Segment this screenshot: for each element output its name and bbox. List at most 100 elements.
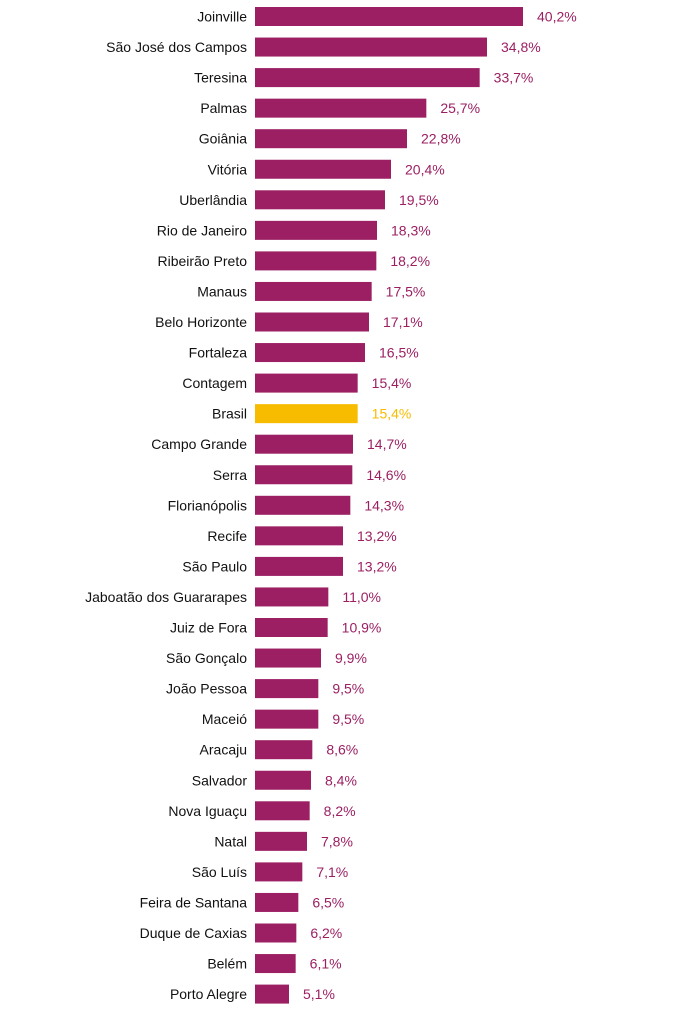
bar	[255, 434, 353, 454]
bars-layer: Joinville 40,2% São José dos Campos 34,8% Te…	[85, 7, 577, 1004]
bar-row: Uberlândia 19,5%	[179, 190, 439, 210]
value-label: 18,2%	[390, 253, 430, 269]
bar-row: Recife 13,2%	[207, 526, 397, 546]
bar	[255, 709, 319, 729]
bar	[255, 801, 310, 821]
value-label: 14,6%	[366, 467, 406, 483]
bar-row: Brasil 15,4%	[212, 404, 411, 424]
bar-row: São Luís 7,1%	[192, 862, 348, 882]
bar	[255, 556, 343, 576]
bar-row: Juiz de Fora 10,9%	[170, 618, 381, 637]
category-label: Serra	[213, 467, 247, 483]
category-label: Belo Horizonte	[155, 314, 247, 330]
bar-row: Contagem 15,4%	[182, 373, 411, 393]
value-label: 11,0%	[342, 589, 381, 605]
bar-row: Campo Grande 14,7%	[151, 434, 407, 454]
value-label: 16,5%	[379, 345, 419, 361]
bar	[255, 465, 353, 485]
bar	[255, 526, 343, 546]
category-label: Uberlândia	[179, 192, 247, 208]
bar-row: São Paulo 13,2%	[182, 556, 397, 576]
bar-highlight	[255, 404, 358, 424]
bar	[255, 159, 391, 179]
bar	[255, 373, 358, 393]
bar-row: Belo Horizonte 17,1%	[155, 312, 423, 332]
value-label: 34,8%	[501, 39, 541, 55]
value-label: 5,1%	[303, 986, 335, 1002]
bar-row: Vitória 20,4%	[208, 159, 445, 179]
category-label: Jaboatão dos Guararapes	[85, 589, 247, 605]
value-label: 18,3%	[391, 222, 431, 238]
value-label: 13,2%	[357, 528, 397, 544]
bar-row: Nova Iguaçu 8,2%	[168, 801, 356, 821]
value-label: 22,8%	[421, 131, 461, 147]
value-label: 40,2%	[537, 9, 577, 25]
bar-row: Natal 7,8%	[214, 831, 353, 851]
category-label: Vitória	[208, 161, 248, 177]
value-label: 6,2%	[310, 925, 342, 941]
category-label: Joinville	[197, 9, 247, 25]
category-label: Nova Iguaçu	[168, 803, 247, 819]
bar-row: Rio de Janeiro 18,3%	[157, 220, 431, 240]
category-label: Palmas	[200, 100, 247, 116]
category-label: João Pessoa	[166, 681, 247, 697]
category-label: Ribeirão Preto	[158, 253, 248, 269]
category-label: Feira de Santana	[140, 894, 248, 910]
bar-row: Goiânia 22,8%	[199, 129, 461, 149]
value-label: 8,6%	[326, 742, 358, 758]
value-label: 20,4%	[405, 161, 445, 177]
category-label: Aracaju	[200, 742, 247, 758]
category-label: Belém	[207, 956, 247, 972]
bar	[255, 954, 296, 974]
bar	[255, 68, 480, 88]
value-label: 9,9%	[335, 650, 367, 666]
value-label: 7,1%	[316, 864, 348, 880]
value-label: 7,8%	[321, 833, 353, 849]
category-label: Porto Alegre	[170, 986, 247, 1002]
category-label: Teresina	[194, 70, 247, 86]
value-label: 17,1%	[383, 314, 423, 330]
bar	[255, 281, 372, 301]
bar-row: Serra 14,6%	[213, 465, 406, 485]
bar-row: Belém 6,1%	[207, 954, 342, 974]
category-label: São Paulo	[182, 558, 247, 574]
bar	[255, 220, 377, 240]
bar	[255, 129, 407, 149]
bar-row: Feira de Santana 6,5%	[140, 892, 344, 912]
category-label: Fortaleza	[189, 345, 248, 361]
value-label: 6,5%	[312, 894, 344, 910]
bar	[255, 831, 307, 851]
value-label: 9,5%	[332, 681, 364, 697]
bar-row: Palmas 25,7%	[200, 98, 480, 118]
category-label: Manaus	[197, 283, 247, 299]
category-label: Rio de Janeiro	[157, 222, 247, 238]
bar	[255, 190, 385, 210]
category-label: São Luís	[192, 864, 247, 880]
value-label: 25,7%	[440, 100, 480, 116]
bar-row: Jaboatão dos Guararapes 11,0%	[85, 587, 381, 607]
bar	[255, 618, 328, 637]
value-label: 6,1%	[310, 956, 342, 972]
bar-row: Duque de Caxias 6,2%	[140, 923, 342, 943]
value-label: 17,5%	[386, 283, 426, 299]
bar	[255, 343, 365, 363]
category-label: São José dos Campos	[106, 39, 247, 55]
bar	[255, 648, 321, 668]
bar-row: Teresina 33,7%	[194, 68, 534, 88]
value-label: 19,5%	[399, 192, 439, 208]
bar-row: São José dos Campos 34,8%	[106, 37, 541, 57]
bar	[255, 740, 313, 760]
value-label: 33,7%	[494, 70, 534, 86]
bar	[255, 862, 303, 882]
bar	[255, 892, 299, 912]
category-label: Natal	[214, 833, 247, 849]
value-label: 14,3%	[364, 497, 404, 513]
bar-row: João Pessoa 9,5%	[166, 679, 364, 699]
category-label: Brasil	[212, 406, 247, 422]
bar	[255, 251, 377, 271]
bar	[255, 312, 369, 332]
bar-row: Aracaju 8,6%	[200, 740, 358, 760]
category-label: São Gonçalo	[166, 650, 247, 666]
category-label: Goiânia	[199, 131, 247, 147]
